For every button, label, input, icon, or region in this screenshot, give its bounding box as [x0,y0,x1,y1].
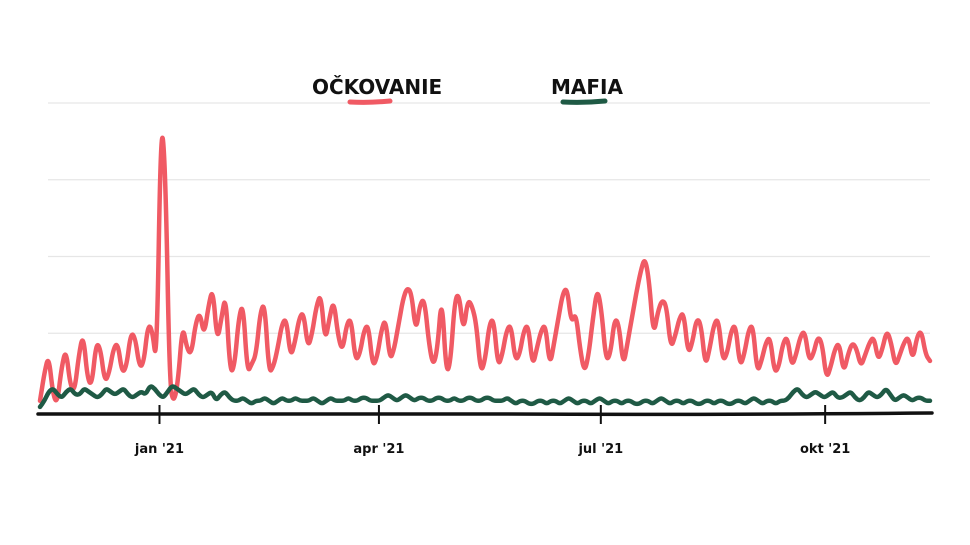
legend-item-series-2: MAFIA [551,75,623,105]
legend-swatch-series-1 [347,98,393,105]
series-line-2 [37,384,933,410]
legend-swatch-series-2 [560,98,608,105]
x-tick-label: okt '21 [800,442,850,457]
series-lines [37,135,933,410]
legend-label-series-1: OČKOVANIE [312,75,442,99]
x-axis-line [36,411,934,417]
legend-item-series-1: OČKOVANIE [312,75,442,105]
legend: OČKOVANIE MAFIA [312,75,623,105]
x-tick-label: jul '21 [577,442,623,457]
x-axis: jan '21 apr '21 jul '21 okt '21 [36,405,934,457]
grid-lines [48,102,930,334]
legend-label-series-2: MAFIA [551,75,623,99]
x-tick-label: apr '21 [353,442,404,457]
x-tick-label: jan '21 [134,442,184,457]
series-line-1 [37,135,933,404]
